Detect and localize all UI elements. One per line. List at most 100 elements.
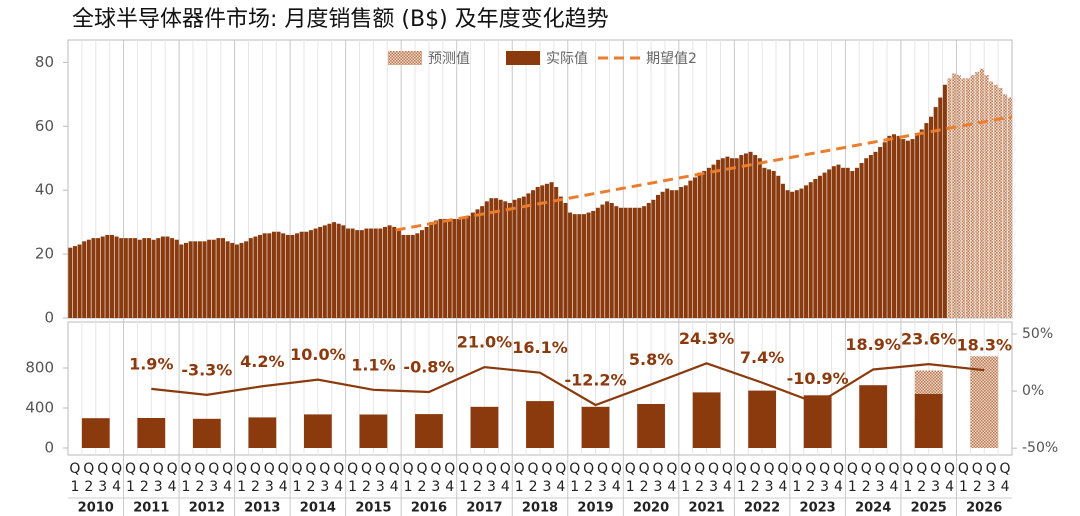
- month-bar: [535, 186, 540, 318]
- month-bar: [322, 225, 327, 318]
- growth-line: [151, 362, 985, 407]
- month-bar: [438, 218, 443, 318]
- month-bar: [498, 199, 503, 318]
- quarter-number: 1: [404, 479, 413, 495]
- quarter-prefix: Q: [930, 461, 941, 477]
- month-bar: [956, 75, 961, 319]
- month-bar: [225, 241, 230, 318]
- month-bar: [156, 238, 161, 318]
- quarter-prefix: Q: [861, 461, 872, 477]
- quarter-number: 1: [681, 479, 690, 495]
- month-bar: [595, 207, 600, 318]
- month-bar: [831, 166, 836, 318]
- month-bar: [517, 198, 522, 318]
- month-bar: [901, 139, 906, 318]
- quarter-prefix: Q: [736, 461, 747, 477]
- quarter-prefix: Q: [361, 461, 372, 477]
- year-label: 2019: [577, 501, 613, 516]
- month-bar: [947, 78, 952, 319]
- month-bar: [211, 239, 216, 318]
- month-bar: [563, 202, 568, 318]
- quarter-number: 3: [154, 479, 163, 495]
- quarter-number: 1: [70, 479, 79, 495]
- month-bar: [494, 198, 499, 318]
- month-bar: [507, 202, 512, 318]
- month-bar: [891, 134, 897, 318]
- quarter-number: 4: [945, 479, 954, 495]
- month-bar: [174, 239, 179, 318]
- month-bar: [961, 78, 966, 319]
- month-bar: [854, 167, 859, 318]
- quarter-prefix: Q: [319, 461, 330, 477]
- quarter-prefix: Q: [292, 461, 303, 477]
- month-bar: [406, 234, 411, 318]
- growth-label: 1.9%: [129, 354, 173, 373]
- quarter-prefix: Q: [389, 461, 400, 477]
- month-bar: [924, 123, 929, 318]
- month-bar: [679, 186, 684, 318]
- quarter-number: 4: [168, 479, 177, 495]
- month-bar: [984, 75, 989, 319]
- quarter-prefix: Q: [472, 461, 483, 477]
- quarter-number: 2: [584, 479, 593, 495]
- month-bar: [350, 228, 355, 318]
- month-bar: [794, 190, 799, 318]
- growth-label: 16.1%: [512, 338, 568, 357]
- quarter-number: 1: [737, 479, 746, 495]
- year-bar: [692, 392, 721, 448]
- quarter-number: 4: [501, 479, 510, 495]
- month-bar: [202, 241, 207, 318]
- quarter-prefix: Q: [125, 461, 136, 477]
- quarter-number: 1: [348, 479, 357, 495]
- y-tick-label: 800: [25, 359, 54, 377]
- quarter-number: 4: [223, 479, 232, 495]
- quarter-prefix: Q: [333, 461, 344, 477]
- quarter-number: 4: [112, 479, 121, 495]
- quarter-number: 3: [98, 479, 107, 495]
- month-bar: [780, 183, 785, 318]
- quarter-number: 1: [293, 479, 302, 495]
- quarter-prefix: Q: [680, 461, 691, 477]
- growth-label: -0.8%: [403, 357, 454, 376]
- quarter-number: 3: [709, 479, 718, 495]
- quarter-number: 2: [362, 479, 371, 495]
- month-bar: [605, 201, 610, 318]
- month-bar: [96, 238, 101, 318]
- quarter-number: 1: [237, 479, 246, 495]
- quarter-number: 2: [695, 479, 704, 495]
- month-bar: [461, 217, 466, 318]
- month-bar: [568, 212, 573, 318]
- quarter-number: 2: [140, 479, 149, 495]
- quarter-number: 4: [667, 479, 676, 495]
- quarter-prefix: Q: [708, 461, 719, 477]
- quarter-number: 1: [570, 479, 579, 495]
- quarter-prefix: Q: [444, 461, 455, 477]
- month-bar: [693, 177, 698, 318]
- quarter-number: 1: [959, 479, 968, 495]
- month-bar: [369, 228, 374, 318]
- month-bar: [521, 196, 526, 318]
- month-bar: [290, 234, 295, 318]
- month-bar: [489, 198, 494, 318]
- quarter-prefix: Q: [722, 461, 733, 477]
- month-bar: [424, 226, 429, 318]
- month-bar: [942, 84, 947, 319]
- quarter-number: 1: [182, 479, 191, 495]
- y-tick-label: 400: [25, 399, 54, 417]
- month-bar: [378, 228, 383, 318]
- month-bar: [753, 155, 758, 318]
- month-bar: [503, 201, 508, 318]
- month-bar: [993, 84, 998, 319]
- quarter-prefix: Q: [194, 461, 205, 477]
- month-bar: [989, 81, 994, 319]
- quarter-prefix: Q: [902, 461, 913, 477]
- quarter-prefix: Q: [347, 461, 358, 477]
- quarter-prefix: Q: [236, 461, 247, 477]
- month-bar: [119, 238, 124, 318]
- quarter-prefix: Q: [375, 461, 386, 477]
- quarter-number: 2: [195, 479, 204, 495]
- month-bar: [799, 188, 804, 318]
- month-bar: [262, 233, 267, 318]
- quarter-number: 3: [209, 479, 218, 495]
- quarter-number: 1: [126, 479, 135, 495]
